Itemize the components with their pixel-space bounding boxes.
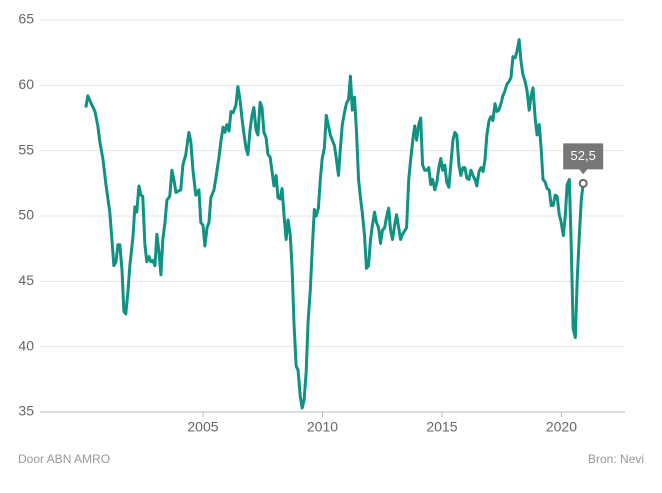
y-tick-label: 50 (18, 207, 34, 223)
tooltip-box (563, 143, 604, 175)
x-tick-label: 2010 (307, 419, 338, 435)
line-series (84, 38, 585, 410)
x-tick-label: 2020 (546, 419, 577, 435)
source: Bron: Nevi (588, 452, 644, 466)
y-tick-label: 65 (18, 11, 34, 27)
y-tick-label: 35 (18, 403, 34, 419)
y-tick-label: 45 (18, 272, 34, 288)
x-tick-label: 2015 (426, 419, 457, 435)
last-point (578, 178, 588, 188)
credit: Door ABN AMRO (18, 452, 110, 466)
y-tick-label: 40 (18, 337, 34, 353)
y-tick-label: 60 (18, 76, 34, 92)
y-tick-label: 55 (18, 141, 34, 157)
annotation: 52,5 (571, 148, 596, 163)
x-tick-label: 2005 (187, 419, 218, 435)
